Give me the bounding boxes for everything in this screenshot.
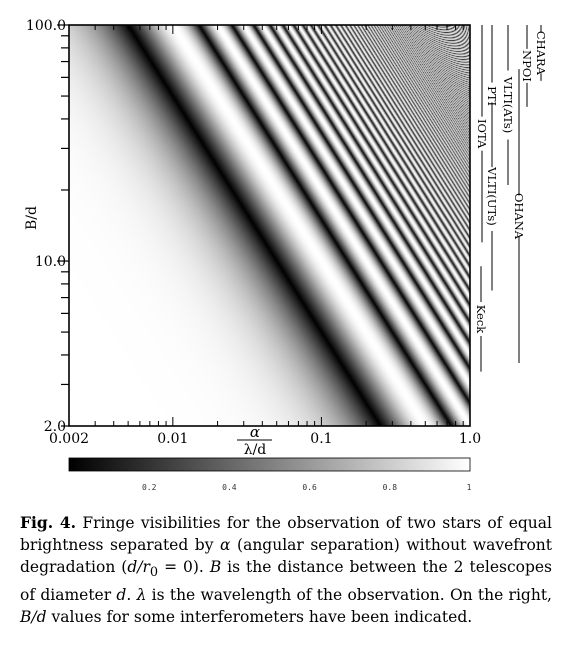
interferometer-label: PTI xyxy=(485,86,499,106)
x-tick-label: 0.002 xyxy=(49,431,89,447)
y-tick-labels: 2.0 10.0 100.0 xyxy=(26,18,66,435)
x-tick-label: 1.0 xyxy=(459,431,481,447)
interferometer-label: Keck xyxy=(474,305,488,335)
y-tick-label: 2.0 xyxy=(44,419,66,435)
colorbar-tick-label: 0.6 xyxy=(302,483,317,492)
y-tick-label: 100.0 xyxy=(26,18,66,34)
colorbar-tick-label: 0.8 xyxy=(383,483,398,492)
x-tick-label: 0.1 xyxy=(310,431,332,447)
interferometer-label: CHARA xyxy=(534,31,548,76)
colorbar-tick-label: 0.2 xyxy=(142,483,157,492)
x-minor-ticks xyxy=(68,25,471,426)
y-minor-ticks xyxy=(57,24,69,427)
figure-caption: Fig. 4. Fringe visibilities for the obse… xyxy=(20,513,553,627)
interferometer-label: IOTA xyxy=(475,119,489,149)
colorbar-tick-label: 0.4 xyxy=(222,483,237,492)
x-axis-label-numerator: α xyxy=(250,423,260,441)
fringe-visibility-figure: 0.002 0.01 0.1 1.0 2.0 10.0 100.0 B/d α λ/d C… xyxy=(24,18,548,492)
colorbar-tick-labels: 0.2 0.4 0.6 0.8 1 xyxy=(142,483,472,492)
interferometer-label: NPOI xyxy=(520,50,534,82)
colorbar-tick-label: 1 xyxy=(467,483,472,492)
interferometer-label: OHANA xyxy=(512,193,526,240)
interferometer-label: VLTI(ATs) xyxy=(501,76,515,134)
x-tick-label: 0.01 xyxy=(157,431,188,447)
y-tick-label: 10.0 xyxy=(35,254,66,270)
x-tick-labels: 0.002 0.01 0.1 1.0 xyxy=(49,431,481,447)
interferometer-label: VLTI(UTs) xyxy=(485,166,499,226)
caption-label: Fig. 4. xyxy=(20,513,77,532)
y-axis-label: B/d xyxy=(24,206,40,230)
visibility-heatmap xyxy=(69,25,470,426)
x-axis-label-denominator: λ/d xyxy=(244,442,267,458)
colorbar xyxy=(68,457,471,472)
plot-frame xyxy=(68,24,471,427)
